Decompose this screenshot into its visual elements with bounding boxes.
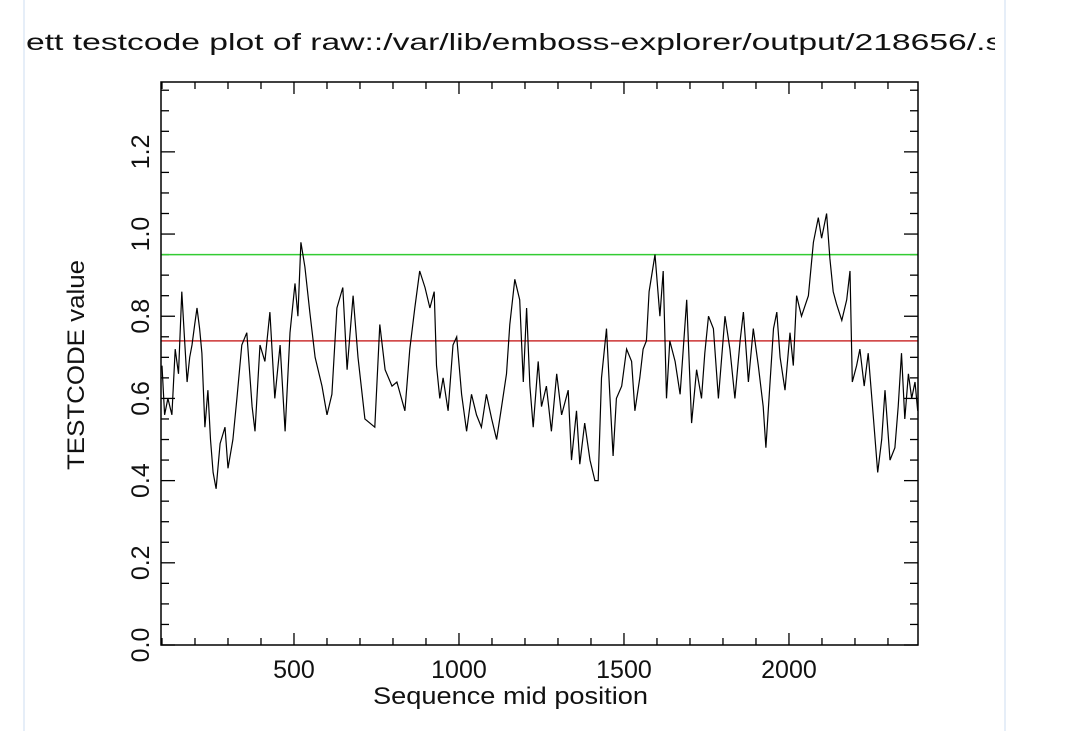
- y-tick-label: 1.2: [127, 134, 155, 169]
- x-tick-labels: 500 1000 1500 2000: [273, 656, 817, 684]
- axis-ticks: [161, 82, 918, 646]
- y-tick-label: 0.6: [127, 381, 155, 416]
- x-tick-label: 2000: [761, 656, 817, 684]
- threshold-lines: [161, 253, 918, 342]
- y-tick-label: 0.2: [127, 545, 155, 580]
- page-border-left: [23, 0, 25, 731]
- tcode-series-line: [161, 213, 919, 489]
- plot-frame: [160, 81, 919, 646]
- y-tick-label: 0.4: [127, 463, 155, 498]
- x-tick-label: 500: [273, 656, 315, 684]
- y-tick-label: 0.0: [127, 628, 155, 663]
- chart-title: ett testcode plot of raw::/var/lib/embos…: [26, 29, 995, 55]
- x-tick-label: 1500: [596, 656, 652, 684]
- x-axis-label: Sequence mid position: [373, 683, 648, 710]
- y-tick-label: 0.8: [127, 299, 155, 334]
- series-group: [161, 213, 919, 489]
- plot-image: ett testcode plot of raw::/var/lib/embos…: [25, 0, 995, 731]
- y-tick-label: 1.0: [127, 217, 155, 252]
- page-border-right: [1004, 0, 1006, 731]
- x-tick-label: 1000: [431, 656, 487, 684]
- y-axis-label: TESTCODE value: [63, 260, 90, 470]
- tcode-chart: ett testcode plot of raw::/var/lib/embos…: [26, 29, 995, 710]
- y-tick-labels: 0.0 0.2 0.4 0.6 0.8 1.0 1.2: [127, 134, 155, 662]
